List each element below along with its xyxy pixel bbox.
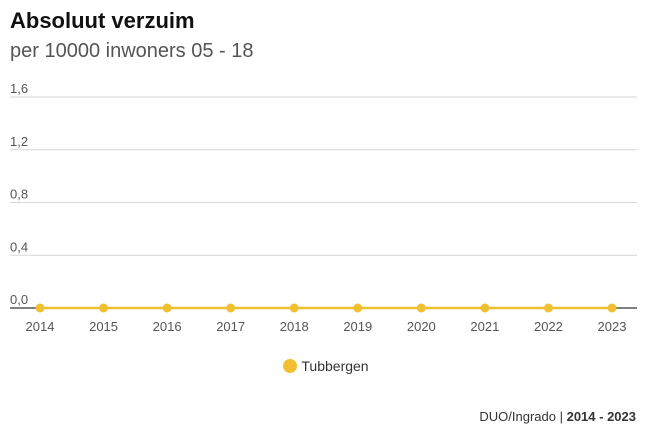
chart-title: Absoluut verzuim	[10, 8, 195, 33]
legend-marker-tubbergen	[283, 359, 298, 373]
x-tick-label: 2020	[407, 319, 436, 334]
x-tick-label: 2022	[534, 319, 563, 334]
x-tick-label: 2014	[26, 319, 55, 334]
data-point	[543, 303, 553, 313]
x-tick-label: 2017	[216, 319, 245, 334]
legend: Tubbergen	[0, 358, 652, 374]
x-tick-label: 2021	[470, 319, 499, 334]
data-point	[35, 303, 45, 313]
data-point	[353, 303, 363, 313]
source-note: DUO/Ingrado | 2014 - 2023	[479, 409, 636, 424]
line-chart: 0,0 0,4 0,8 1,2 1,6 2014 2015 2016 2017 2018 2019 2…	[10, 81, 637, 334]
data-point	[162, 303, 172, 313]
x-tick-label: 2018	[280, 319, 309, 334]
x-tick-label: 2015	[89, 319, 118, 334]
data-point	[289, 303, 299, 313]
chart-subtitle: per 10000 inwoners 05 - 18	[10, 40, 254, 62]
data-point	[226, 303, 236, 313]
data-point	[480, 303, 490, 313]
y-tick-label: 0,0	[10, 292, 28, 307]
data-point	[99, 303, 109, 313]
y-tick-label: 0,4	[10, 239, 28, 254]
source-period: 2014 - 2023	[566, 409, 636, 424]
data-point	[607, 303, 617, 313]
source-separator: |	[555, 409, 567, 424]
y-tick-label: 1,6	[10, 81, 28, 96]
legend-label-tubbergen: Tubbergen	[301, 358, 369, 374]
x-tick-label: 2016	[153, 319, 182, 334]
y-tick-label: 1,2	[10, 134, 28, 149]
data-point	[416, 303, 426, 313]
x-tick-label: 2023	[598, 319, 627, 334]
y-tick-label: 0,8	[10, 187, 28, 202]
source-label: DUO/Ingrado	[479, 409, 556, 424]
x-tick-label: 2019	[343, 319, 372, 334]
